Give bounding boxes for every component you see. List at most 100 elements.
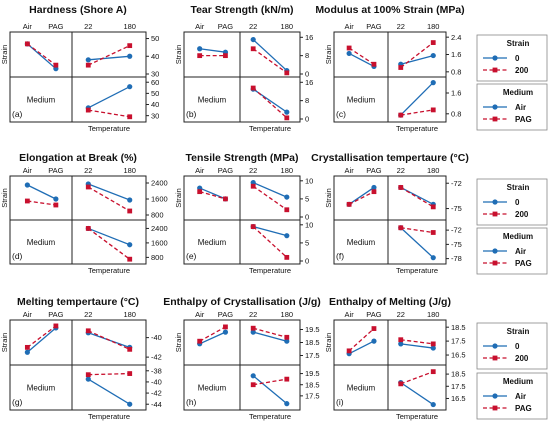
strain-200-by-temperature-line [253, 327, 287, 338]
medium-air-by-temperature-line [87, 378, 131, 405]
medium-pag-by-temperature-point [398, 381, 404, 387]
level-label: PAG [48, 310, 63, 319]
strain-0-by-medium-point [222, 329, 229, 335]
medium-air-by-temperature-line [400, 82, 434, 116]
strain-0-by-temperature-line [88, 183, 130, 201]
strain-0-by-temperature-line [400, 343, 434, 349]
level-label: Air [345, 310, 355, 319]
legend-strain: Strain 0 200 [476, 322, 548, 370]
medium-label: Medium [347, 384, 376, 393]
top-axis-tick-label: 50 [151, 34, 159, 43]
medium-air-by-temperature-point [250, 373, 256, 379]
medium-pag-by-temperature-point [284, 376, 290, 382]
strain-200-by-medium-line [348, 328, 375, 352]
strain-200-by-medium-point [346, 348, 352, 354]
strain-200-by-medium-point [371, 61, 377, 67]
medium-pag-by-temperature-line [400, 109, 434, 116]
panel-title: Tensile Strength (MPa) [186, 152, 299, 164]
bottom-axis-tick-label: 1.6 [451, 89, 461, 98]
legend-entry-label: 200 [515, 66, 529, 75]
medium-pag-by-temperature-point [85, 372, 91, 378]
legend-entry-label: PAG [515, 115, 532, 124]
bottom-axis-tick-label: 8 [305, 96, 309, 105]
strain-0-by-medium-line [348, 52, 375, 67]
medium-air-by-temperature-point [127, 242, 133, 248]
panel-b: Tear Strength (kN/m) Air PAG 22 180 Strain Med… [174, 4, 313, 133]
legend-strain: Strain 0 200 [476, 34, 548, 82]
medium-pag-by-temperature-point [284, 115, 290, 121]
medium-pag-by-temperature-point [85, 226, 91, 231]
medium-pag-by-temperature-point [85, 107, 91, 113]
strain-200-by-medium-line [27, 200, 56, 206]
medium-pag-by-temperature-line [87, 227, 131, 260]
panel-letter: (g) [12, 397, 23, 407]
level-label: Air [345, 166, 355, 175]
strain-200-by-medium-point [223, 196, 228, 202]
strain-0-by-temperature-point [430, 345, 436, 351]
bottom-axis-tick-label: -72 [451, 226, 462, 235]
top-axis-tick-label: 17.5 [305, 351, 320, 360]
strain-200-by-medium-point [346, 45, 352, 51]
level-label: Air [195, 22, 205, 31]
level-label: 22 [249, 166, 257, 175]
legend-title: Medium [503, 232, 533, 241]
medium-air-by-temperature-point [430, 80, 436, 86]
panel-letter: (e) [186, 251, 197, 261]
legend-swatch-marker [492, 355, 498, 361]
legend-entry-label: PAG [515, 404, 532, 413]
medium-label: Medium [27, 384, 56, 393]
temperature-label: Temperature [249, 412, 291, 421]
strain-200-by-temperature-point [127, 43, 133, 49]
legend-medium: Medium Air PAG [476, 227, 548, 275]
strain-200-by-temperature-point [284, 334, 290, 340]
bottom-axis-tick-label: 0.8 [451, 109, 461, 118]
strain-200-by-medium-line [26, 325, 57, 348]
level-label: PAG [218, 166, 233, 175]
medium-pag-by-temperature-line [88, 109, 130, 118]
medium-pag-by-temperature-point [398, 225, 404, 231]
level-label: 180 [427, 22, 440, 31]
bottom-axis-tick-label: -78 [451, 254, 462, 263]
medium-pag-by-temperature-line [252, 226, 288, 258]
strain-200-by-temperature-line [400, 339, 434, 345]
medium-air-by-temperature-point [127, 84, 133, 90]
temperature-label: Temperature [88, 266, 130, 275]
top-axis-tick-label: 2400 [151, 179, 168, 188]
strain-200-by-temperature-line [88, 45, 130, 66]
medium-label: Medium [27, 96, 56, 105]
medium-label: Medium [347, 96, 376, 105]
temperature-label: Temperature [396, 124, 438, 133]
strain-axis-label: Strain [0, 188, 9, 208]
bottom-axis-tick-label: -42 [151, 389, 162, 398]
medium-air-by-temperature-line [88, 227, 130, 246]
level-label: PAG [218, 310, 233, 319]
strain-200-by-medium-point [53, 323, 59, 329]
strain-0-by-temperature-point [284, 194, 290, 200]
medium-pag-by-temperature-point [127, 256, 133, 262]
legend-title: Strain [507, 327, 530, 336]
strain-axis-label: Strain [0, 45, 9, 65]
bottom-axis-tick-label: 0 [305, 115, 309, 124]
legend-swatch-marker [492, 393, 498, 399]
panel-title: Hardness (Shore A) [29, 4, 127, 16]
top-axis-tick-label: 800 [151, 211, 164, 220]
strain-200-by-temperature-point [250, 183, 256, 189]
top-axis-tick-label: 30 [151, 70, 159, 79]
strain-0-by-medium-point [24, 349, 30, 355]
top-axis-tick-label: -72 [451, 179, 462, 188]
strain-0-by-temperature-line [88, 55, 130, 61]
legend-title: Strain [507, 39, 530, 48]
level-label: 180 [123, 166, 136, 175]
legend-entry-label: 200 [515, 210, 529, 219]
strain-200-by-temperature-point [284, 207, 290, 213]
panel-f: Crystallisation tempertaure (°C) Air PAG 22… [311, 152, 469, 275]
panel-title: Tear Strength (kN/m) [190, 4, 293, 16]
panel-g: Melting tempertaure (°C) Air PAG 22 180 Strai… [0, 296, 162, 421]
strain-200-by-medium-point [223, 324, 228, 330]
level-label: 22 [84, 22, 92, 31]
bottom-axis-tick-label: -38 [151, 366, 162, 375]
bottom-axis-tick-label: 30 [151, 111, 159, 120]
panel-e: Tensile Strength (MPa) Air PAG 22 180 Strain M… [174, 152, 313, 275]
strain-200-by-temperature-point [250, 46, 256, 52]
